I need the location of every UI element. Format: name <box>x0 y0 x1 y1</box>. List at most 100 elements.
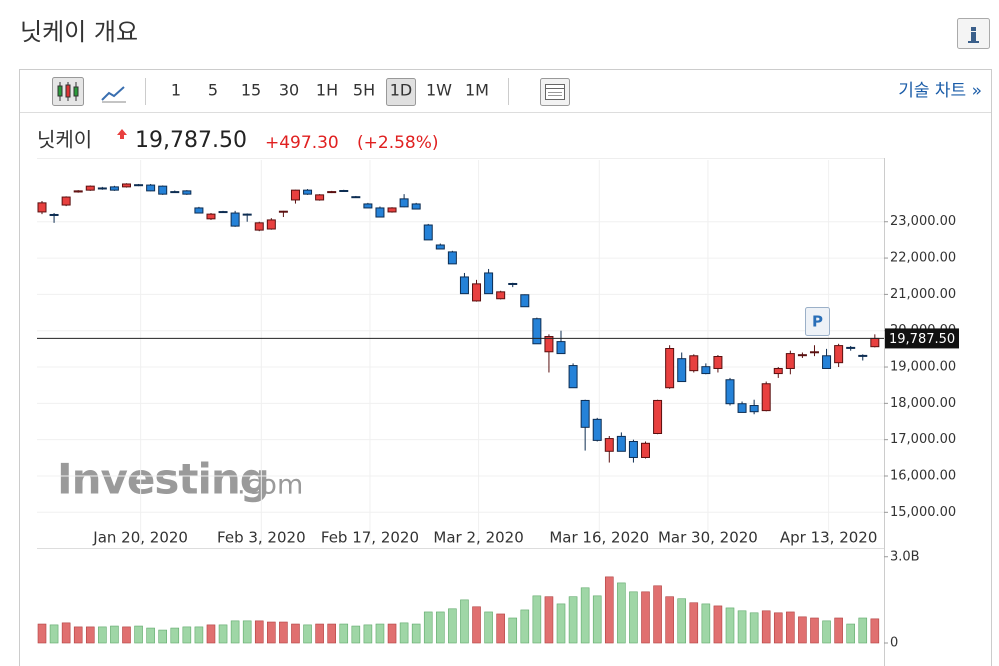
volume-bar <box>544 596 554 644</box>
volume-bar <box>267 621 276 644</box>
candle-body <box>97 187 107 190</box>
volume-bar <box>194 626 204 644</box>
volume-bar <box>291 623 300 644</box>
table-button[interactable] <box>540 78 570 106</box>
volume-bar <box>689 602 699 644</box>
candle-body <box>363 203 373 209</box>
volume-bar <box>460 599 469 644</box>
candle-body <box>532 318 542 345</box>
candle-body <box>278 210 288 213</box>
y-tick-label: 23,000.00 <box>890 214 956 229</box>
technical-chart-link[interactable]: 기술 차트 » <box>898 81 982 101</box>
volume-bar <box>592 595 602 644</box>
candle-body <box>423 224 433 241</box>
last-price-tag <box>885 328 959 349</box>
candle-body <box>496 291 506 300</box>
volume-bar <box>568 596 578 644</box>
candle-body <box>725 379 735 405</box>
candle-body <box>73 190 83 193</box>
marker-label[interactable]: P <box>812 313 823 331</box>
volume-bar <box>254 620 264 644</box>
marker-box[interactable] <box>805 307 830 336</box>
candle-body <box>109 186 119 191</box>
y-tick-label: 19,000.00 <box>890 360 956 375</box>
last-price: 19,787.50 <box>135 128 247 153</box>
volume-bar <box>351 625 361 644</box>
interval-button[interactable]: 5H <box>353 81 375 100</box>
candle-body <box>797 354 807 357</box>
candle-body <box>701 366 711 375</box>
candle-body <box>230 212 240 227</box>
volume-bar <box>158 629 167 644</box>
candle-body <box>399 198 409 208</box>
interval-button[interactable]: 1H <box>316 81 338 100</box>
volume-bar <box>230 620 240 644</box>
candle-body <box>218 211 228 214</box>
volume-bar <box>532 595 542 644</box>
volume-bar <box>146 627 155 644</box>
volume-bar <box>37 623 47 644</box>
candle-body <box>761 383 771 412</box>
candle-body <box>737 403 747 413</box>
info-button[interactable] <box>957 18 990 49</box>
watermark: Investing <box>57 455 269 504</box>
interval-button[interactable]: 1D <box>390 81 413 100</box>
candle-body <box>435 244 445 250</box>
volume-bar <box>436 611 445 644</box>
candle-body <box>858 354 868 357</box>
volume-bar <box>303 624 312 644</box>
volume-bar <box>122 626 131 644</box>
candle-type-button[interactable] <box>52 77 84 106</box>
y-tick-label: 17,000.00 <box>890 432 956 447</box>
candle-body <box>520 294 530 308</box>
y-tick-label: 18,000.00 <box>890 396 956 411</box>
interval-button[interactable]: 1 <box>171 81 181 100</box>
candle-body <box>616 435 626 452</box>
volume-bar <box>725 607 735 644</box>
line-type-button[interactable] <box>101 86 126 103</box>
candle-body <box>158 185 168 195</box>
volume-bar <box>822 620 831 644</box>
volume-bar <box>604 576 614 644</box>
candle-body <box>749 405 759 413</box>
candle-body <box>580 399 590 428</box>
interval-button[interactable]: 1W <box>426 81 452 100</box>
interval-button[interactable]: 15 <box>241 81 261 100</box>
last-price-tag-label: 19,787.50 <box>889 332 955 347</box>
candle-body <box>665 348 675 389</box>
volume-bar <box>399 622 409 644</box>
candle-body <box>689 355 699 372</box>
x-tick-label: Jan 20, 2020 <box>92 529 188 547</box>
volume-bar <box>134 625 143 644</box>
candle-body <box>544 336 554 353</box>
volume-bar <box>279 621 288 644</box>
candle-body <box>822 355 832 369</box>
interval-button[interactable]: 30 <box>279 81 299 100</box>
candle-body <box>484 272 494 295</box>
candle-body <box>773 367 783 375</box>
price-change: +497.30 <box>265 133 339 153</box>
volume-bar <box>411 623 421 644</box>
candle-body <box>290 189 300 201</box>
candle-body <box>834 345 844 364</box>
candle-body <box>846 346 856 349</box>
candle-body <box>508 282 518 285</box>
candle-body <box>351 196 361 199</box>
volume-bar <box>870 618 880 644</box>
candle-body <box>182 190 192 195</box>
volume-bar <box>508 617 518 644</box>
candle-body <box>809 351 819 354</box>
candle-body <box>653 399 663 434</box>
volume-bar <box>810 617 819 644</box>
candle-body <box>194 207 204 214</box>
active-interval-box <box>386 78 416 106</box>
interval-button[interactable]: 1M <box>465 81 489 100</box>
interval-button[interactable]: 5 <box>208 81 218 100</box>
watermark: .com <box>237 470 303 501</box>
candle-body <box>85 185 95 191</box>
candle-body <box>61 196 71 206</box>
candle-body <box>459 276 469 295</box>
up-arrow <box>117 129 127 139</box>
